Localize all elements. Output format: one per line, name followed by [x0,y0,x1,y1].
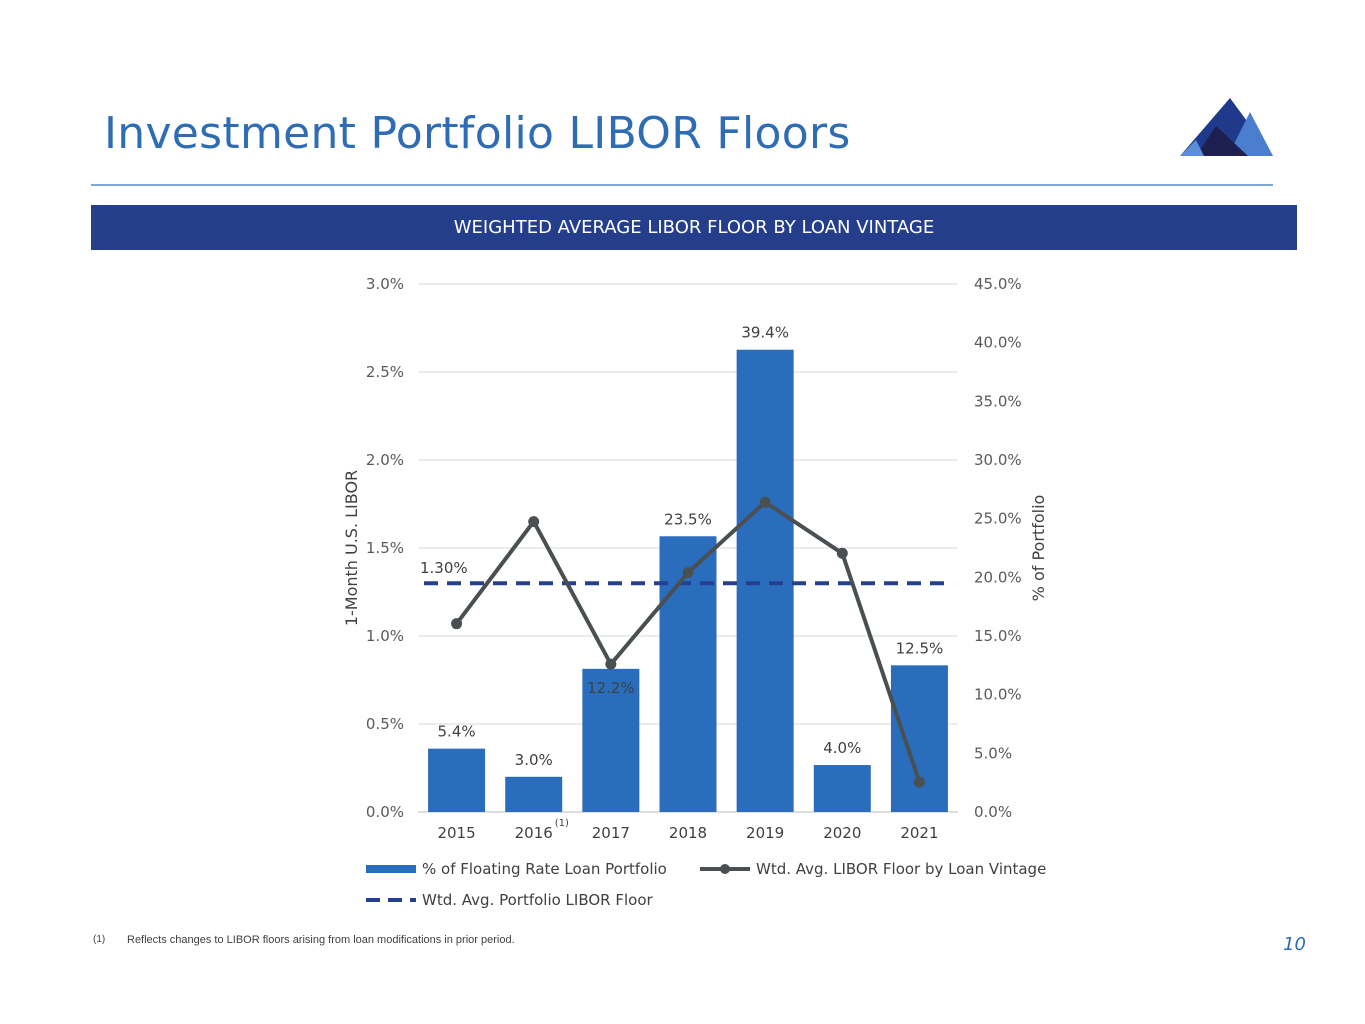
vintage-floor-point-2017 [605,658,617,670]
x-tick-label: 2019 [746,824,784,842]
legend-item-vintage-line: Wtd. Avg. LIBOR Floor by Loan Vintage [700,860,1046,878]
y-left-tick-label: 1.0% [366,627,404,645]
y-right-tick-label: 25.0% [974,510,1022,528]
portfolio-floor-label: 1.30% [420,559,468,577]
x-tick-superscript: (1) [555,818,569,829]
y-left-tick-label: 3.0% [366,275,404,293]
x-tick-label: 2020 [823,824,861,842]
y-right-tick-label: 20.0% [974,568,1022,586]
bars [428,349,948,812]
y-right-axis-title: % of Portfolio [1029,495,1048,602]
y-left-tick-label: 0.0% [366,803,404,821]
page-title: Investment Portfolio LIBOR Floors [104,108,851,159]
bar-data-label: 23.5% [664,510,712,528]
y-right-tick-label: 5.0% [974,744,1012,762]
x-tick-label: 2016 [515,824,553,842]
legend-item-bars: % of Floating Rate Loan Portfolio [366,860,667,878]
x-tick-label: 2018 [669,824,707,842]
y-right-tick-label: 10.0% [974,686,1022,704]
bar-data-label: 5.4% [438,723,476,741]
bar-2016 [505,776,563,812]
legend-label-vintage-line: Wtd. Avg. LIBOR Floor by Loan Vintage [756,860,1047,878]
bar-data-label: 12.5% [896,639,944,657]
chart-labels: 0.0% 0.5% 1.0% 1.5% 2.0% 2.5% 3.0% 0.0% 5.0% 10.0… [342,275,1048,842]
bar-data-label: 39.4% [741,324,789,342]
mountain-logo-icon [1180,98,1273,156]
y-right-tick-label: 45.0% [974,275,1022,293]
bar-2017 [582,668,640,812]
footnote-text: Reflects changes to LIBOR floors arising… [127,934,515,946]
vintage-floor-line [451,496,925,788]
page-number: 10 [1283,934,1306,955]
y-left-tick-label: 2.0% [366,451,404,469]
legend-dash-swatch [366,898,416,902]
y-left-tick-label: 1.5% [366,539,404,557]
bar-data-label: 4.0% [823,739,861,757]
bar-2021 [890,665,948,812]
chart-banner: WEIGHTED AVERAGE LIBOR FLOOR BY LOAN VIN… [91,205,1297,250]
vintage-floor-point-2019 [759,496,771,508]
y-left-axis-title: 1-Month U.S. LIBOR [342,470,361,626]
y-left-tick-label: 2.5% [366,363,404,381]
bar-2019 [736,349,794,812]
bar-2020 [813,765,871,812]
y-right-tick-label: 15.0% [974,627,1022,645]
vintage-floor-point-2020 [836,547,848,559]
vintage-floor-point-2018 [682,567,694,579]
legend-line-swatch [700,864,750,874]
vintage-floor-point-2021 [913,776,925,788]
x-tick-label: 2017 [592,824,630,842]
y-right-tick-label: 0.0% [974,803,1012,821]
y-left-tick-label: 0.5% [366,715,404,733]
vintage-floor-point-2015 [451,618,463,630]
bar-data-label: 3.0% [515,751,553,769]
bar-data-label: 12.2% [587,679,635,697]
x-tick-label: 2021 [900,824,938,842]
vintage-floor-point-2016 [528,516,540,528]
y-right-tick-label: 30.0% [974,451,1022,469]
legend-label-bars: % of Floating Rate Loan Portfolio [422,860,667,878]
legend-item-portfolio-floor: Wtd. Avg. Portfolio LIBOR Floor [366,891,653,909]
y-right-tick-label: 35.0% [974,392,1022,410]
footnote-mark: (1) [93,934,106,945]
bar-2015 [428,748,486,812]
legend-label-portfolio-floor: Wtd. Avg. Portfolio LIBOR Floor [422,891,653,909]
y-right-tick-label: 40.0% [974,334,1022,352]
title-divider [91,184,1273,186]
x-tick-label: 2015 [437,824,475,842]
legend-bar-swatch [366,865,416,873]
